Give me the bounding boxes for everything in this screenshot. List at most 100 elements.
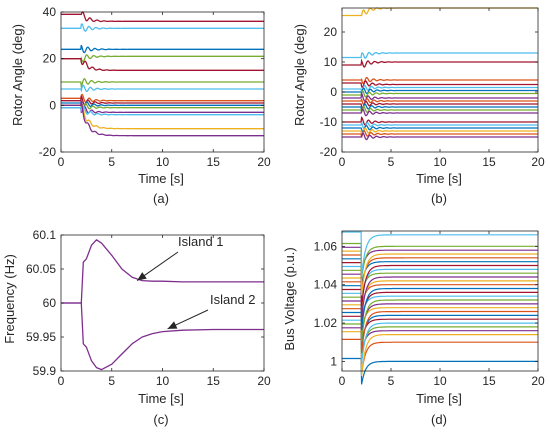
series-line [342,273,538,319]
series-line [61,302,264,371]
series-line [61,102,264,130]
y-tick-label: 40 [43,5,57,19]
y-tick-label: 1.06 [314,239,338,253]
series-line [342,292,538,320]
series-line [342,121,538,130]
arrowhead [137,272,147,281]
series-line [342,269,538,297]
series-line [342,246,538,274]
y-tick-label: -20 [320,145,338,159]
series-line [61,54,264,63]
y-tick-label: 59.95 [26,330,56,344]
series-line [342,277,538,314]
series-line [342,315,538,343]
y-tick-label: -20 [39,145,57,159]
y-tick-label: 1.04 [314,278,338,292]
y-tick-label: 0 [330,85,337,99]
series-line [61,105,264,116]
y-tick-label: 20 [324,25,338,39]
x-tick-label: 20 [531,374,545,388]
series-line [342,308,538,354]
xlabel: Time [s] [416,391,462,406]
series-line [342,357,538,385]
series-line [342,300,538,337]
y-tick-label: 1.02 [314,316,338,330]
y-tick-label: 0 [49,98,56,112]
series-line [342,51,538,59]
series-line [342,87,538,96]
series-line [61,100,264,108]
series-line [342,90,538,98]
y-tick-label: 59.9 [33,364,57,378]
series-line [342,127,538,137]
ylabel: Rotor Angle (deg) [10,24,25,126]
series-line [61,103,264,111]
series-line [61,44,264,54]
series-line [61,84,264,93]
series-line [342,58,538,68]
series-line [342,254,538,291]
x-tick-label: 0 [58,155,65,169]
annotation-island-1: Island 1 [178,234,224,249]
series-line [342,129,538,138]
x-tick-label: 0 [58,374,65,388]
y-tick-label: 60.05 [26,262,56,276]
panel-b-rotor-angle: Rotor Angle (deg) Time [s] (b) 0 5 10 15 20 -… [292,7,545,206]
xlabel: Time [s] [138,391,184,406]
series-line [61,93,264,103]
ylabel: Bus Voltage (p.u.) [282,247,297,350]
series-line [342,132,538,141]
ylabel: Rotor Angle (deg) [292,24,307,126]
series-line [342,77,538,85]
panel-caption: (c) [153,412,168,427]
y-tick-label: 1 [330,354,337,368]
series-line [342,80,538,88]
panel-caption: (b) [431,191,447,206]
series-line [342,296,538,342]
annotation-island-2: Island 2 [210,292,256,307]
x-tick-label: 10 [156,374,170,388]
arrowhead [167,321,178,329]
x-tick-label: 10 [433,374,447,388]
series-line [342,124,538,133]
series-line [61,95,264,106]
panel-caption: (d) [431,412,447,427]
series-line [342,281,538,308]
series-line [342,258,538,285]
x-tick-label: 5 [388,155,395,169]
series-line [61,58,264,72]
x-tick-label: 10 [156,155,170,169]
series-line [342,106,538,113]
x-tick-label: 20 [531,155,545,169]
series-line [342,231,538,277]
x-tick-label: 15 [482,374,496,388]
series-line [342,103,538,114]
y-tick-label: 60.1 [33,228,57,242]
x-tick-label: 10 [433,155,447,169]
y-tick-label: -10 [320,115,338,129]
ylabel: Frequency (Hz) [2,254,17,344]
series-line [342,250,538,296]
series-line [61,11,264,23]
y-tick-label: 60 [43,296,57,310]
x-tick-label: 20 [257,155,271,169]
y-tick-label: 20 [43,52,57,66]
panel-a-rotor-angle: Rotor Angle (deg) Time [s] (a) 0 5 10 15 20 -… [10,5,271,206]
series-line [342,116,538,126]
series-line [342,265,538,302]
panel-c-frequency: Frequency (Hz) Time [s] (c) Island 1 Isl… [2,228,271,427]
series-line [342,285,538,331]
x-tick-label: 5 [108,155,115,169]
x-tick-label: 0 [339,374,346,388]
panel-caption: (a) [153,191,169,206]
x-tick-label: 15 [482,155,496,169]
series-line [342,338,538,375]
x-tick-label: 5 [388,374,395,388]
series-line [342,331,538,377]
series-line [342,91,538,102]
series-line [342,100,538,109]
x-tick-label: 15 [207,155,221,169]
xlabel: Time [s] [138,171,184,186]
panel-d-bus-voltage: Bus Voltage (p.u.) Time [s] (d) 0 5 10 15 20… [282,230,545,427]
